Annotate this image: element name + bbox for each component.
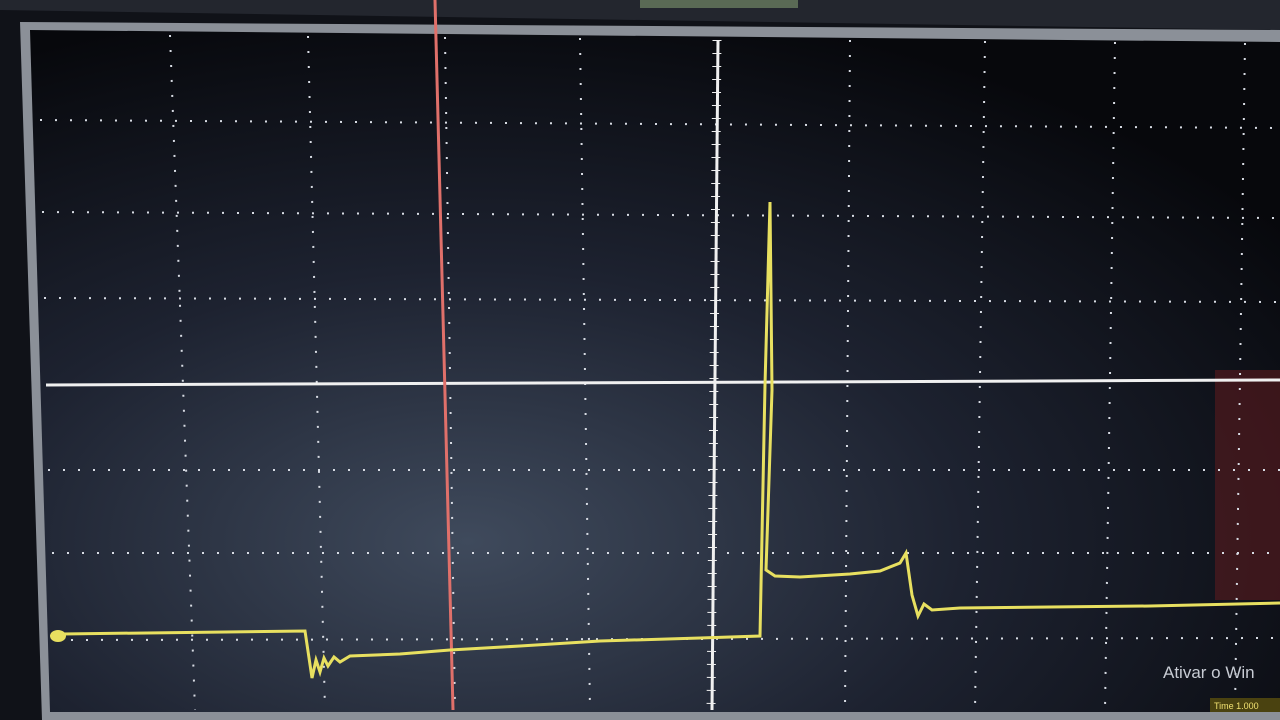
watermark-title: Ativar o Win bbox=[1163, 663, 1255, 682]
cursor-line bbox=[433, 0, 455, 711]
waveform-trace bbox=[61, 201, 1280, 679]
center-horizontal-axis bbox=[45, 378, 1280, 387]
channel-marker bbox=[50, 630, 66, 642]
grid-line bbox=[1104, 41, 1116, 711]
reflection bbox=[1215, 370, 1280, 600]
status-bar bbox=[640, 0, 798, 8]
grid bbox=[39, 34, 1280, 711]
top-bezel bbox=[0, 0, 1280, 30]
grid-line bbox=[1234, 42, 1246, 711]
time-label: Time 1.000 bbox=[1214, 701, 1259, 711]
time-box bbox=[1210, 698, 1280, 712]
center-vertical-axis bbox=[710, 39, 720, 711]
grid-line bbox=[55, 637, 1280, 641]
screen bbox=[30, 30, 1280, 712]
